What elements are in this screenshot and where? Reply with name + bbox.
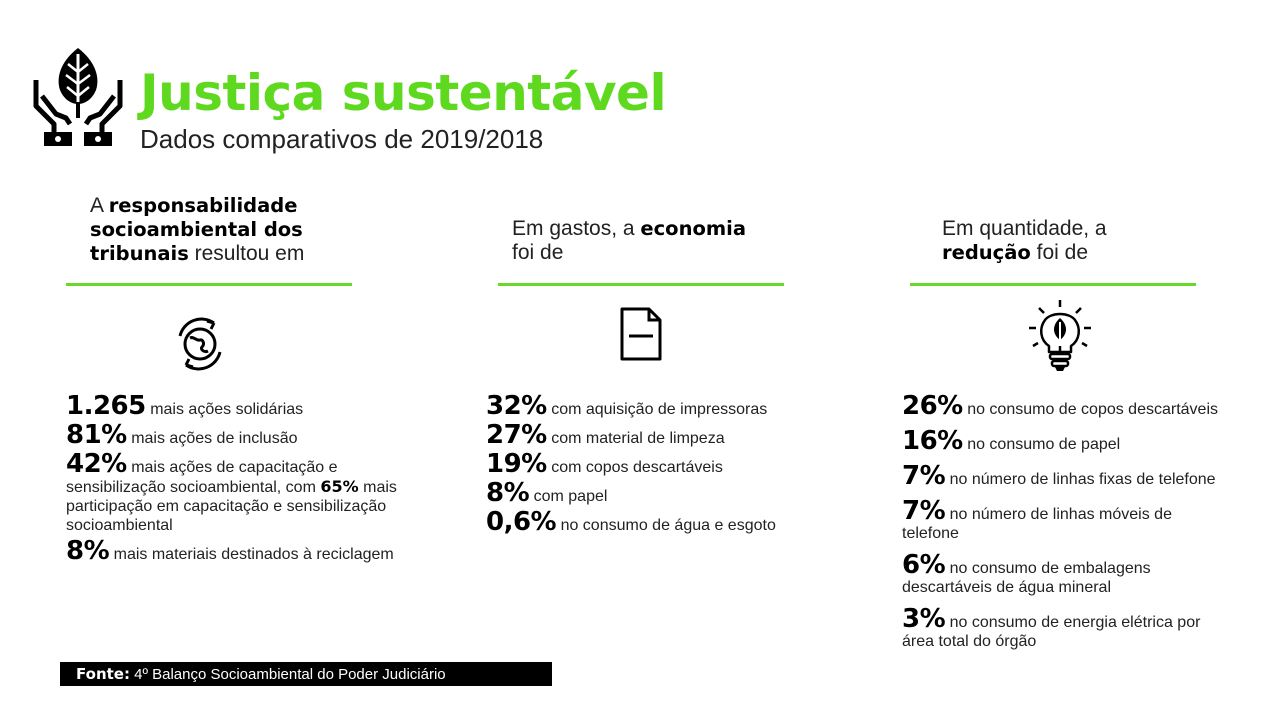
stat-item: 7% no número de linhas fixas de telefone [902, 463, 1232, 489]
stats-list-reducao: 26% no consumo de copos descartáveis 16% … [902, 393, 1232, 651]
intro-text: Em quantidade, a [942, 217, 1107, 240]
stat-value: 1.265 [66, 391, 146, 421]
stat-item: 6% no consumo de embalagens descartáveis… [902, 552, 1232, 597]
column-divider [910, 283, 1196, 286]
eco-lightbulb-icon [1029, 300, 1091, 371]
intro-text: resultou em [188, 242, 305, 265]
intro-text: foi de [1030, 241, 1089, 264]
stat-description: mais ações de inclusão [131, 430, 298, 447]
stat-description: no número de linhas fixas de telefone [949, 471, 1216, 488]
stat-item: 26% no consumo de copos descartáveis [902, 393, 1232, 419]
recycle-globe-icon [178, 317, 222, 371]
hands-leaf-logo [33, 48, 123, 146]
document-icon [620, 307, 662, 361]
stat-value: 0,6% [486, 507, 557, 537]
stat-value: 7% [902, 496, 946, 526]
intro-text: A [90, 194, 109, 217]
stat-description: mais materiais destinados à reciclagem [113, 546, 394, 563]
column-intro-economia: Em gastos, a economia foi de [512, 217, 812, 265]
stat-description: no consumo de água e esgoto [560, 517, 776, 534]
stat-item: 3% no consumo de energia elétrica por ár… [902, 606, 1232, 651]
intro-text: Em gastos, a [512, 217, 641, 240]
stat-value: 19% [486, 449, 547, 479]
stat-item: 42% mais ações de capacitação e sensibil… [66, 451, 416, 535]
stat-description: com aquisição de impressoras [551, 401, 768, 418]
stat-description: no consumo de energia elétrica por área … [902, 614, 1201, 650]
stat-item: 8% com papel [486, 480, 826, 506]
stat-value: 27% [486, 420, 547, 450]
intro-highlight: tribunais [90, 242, 189, 265]
stat-item: 81% mais ações de inclusão [66, 422, 416, 448]
stat-item: 19% com copos descartáveis [486, 451, 826, 477]
page-subtitle: Dados comparativos de 2019/2018 [140, 124, 544, 154]
source-text: 4º Balanço Socioambiental do Poder Judic… [134, 666, 446, 683]
stat-value: 42% [66, 449, 127, 479]
intro-text: foi de [512, 241, 564, 264]
stat-item: 16% no consumo de papel [902, 428, 1232, 454]
stat-item: 27% com material de limpeza [486, 422, 826, 448]
stat-value: 7% [902, 461, 946, 491]
column-divider [66, 283, 352, 286]
stat-value: 8% [66, 536, 110, 566]
stat-item: 8% mais materiais destinados à reciclage… [66, 538, 416, 564]
stat-value: 32% [486, 391, 547, 421]
stat-description: mais participação em capacitação e sensi… [66, 479, 397, 534]
column-intro-reducao: Em quantidade, a redução foi de [942, 217, 1242, 265]
stat-value: 81% [66, 420, 127, 450]
column-intro-responsabilidade: A responsabilidade socioambiental dos trib… [90, 194, 390, 266]
stat-description: com papel [533, 488, 608, 505]
stat-item: 1.265 mais ações solidárias [66, 393, 416, 419]
stat-item: 0,6% no consumo de água e esgoto [486, 509, 826, 535]
stat-description: mais ações solidárias [150, 401, 304, 418]
intro-highlight: economia [640, 217, 747, 240]
stat-item: 32% com aquisição de impressoras [486, 393, 826, 419]
intro-highlight: responsabilidade [108, 194, 298, 217]
stat-description: no consumo de copos descartáveis [967, 401, 1218, 418]
source-footer: Fonte: 4º Balanço Socioambiental do Pode… [60, 662, 552, 686]
column-divider [498, 283, 784, 286]
stat-description: no consumo de embalagens descartáveis de… [902, 560, 1151, 596]
intro-highlight: socioambiental dos [90, 218, 303, 241]
stat-inline-value: 65% [320, 477, 359, 496]
stat-value: 26% [902, 391, 963, 421]
stat-value: 6% [902, 550, 946, 580]
source-label: Fonte: [76, 665, 130, 683]
stat-value: 3% [902, 604, 946, 634]
stat-description: com material de limpeza [551, 430, 725, 447]
stat-description: no consumo de papel [967, 436, 1121, 453]
page-title: Justiça sustentável [140, 64, 667, 122]
intro-highlight: redução [942, 241, 1031, 264]
stats-list-economia: 32% com aquisição de impressoras 27% com … [486, 393, 826, 535]
stat-description: mais ações de capacitação e sensibilizaç… [66, 459, 338, 496]
stat-value: 8% [486, 478, 530, 508]
stat-value: 16% [902, 426, 963, 456]
stat-description: com copos descartáveis [551, 459, 723, 476]
stat-item: 7% no número de linhas móveis de telefon… [902, 498, 1232, 543]
stats-list-responsabilidade: 1.265 mais ações solidárias 81% mais açõe… [66, 393, 416, 564]
stat-description: no número de linhas móveis de telefone [902, 506, 1172, 542]
